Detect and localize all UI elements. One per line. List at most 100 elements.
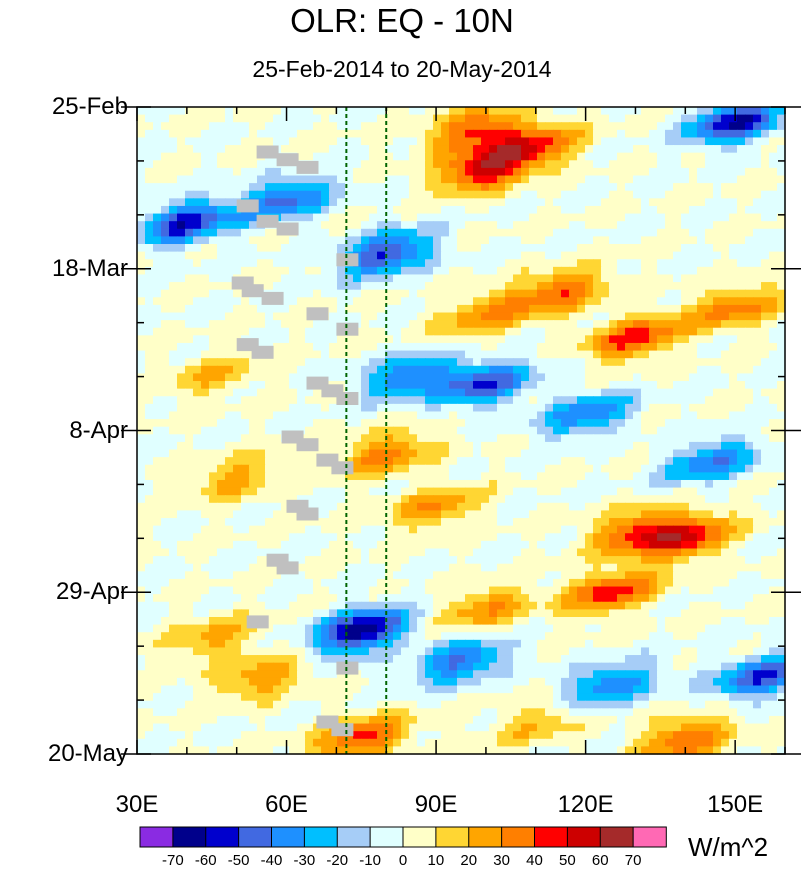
field-cell [201,304,210,314]
field-cell [305,548,314,557]
field-cell [497,289,506,298]
field-cell [369,160,378,169]
field-cell [321,114,330,123]
field-cell [225,381,234,390]
field-cell [449,495,458,504]
field-cell [201,495,210,504]
field-cell [345,335,354,344]
field-cell [233,175,242,184]
field-cell [409,365,418,375]
field-cell [521,145,530,154]
field-cell [393,426,402,435]
field-cell [313,548,322,557]
field-cell [737,175,746,184]
field-cell [473,396,482,405]
field-cell [657,540,666,550]
field-cell [753,190,762,199]
field-cell [241,373,250,382]
field-cell [449,205,458,215]
field-cell [521,495,530,504]
field-cell [361,312,370,321]
field-cell [377,571,386,580]
field-cell [369,540,378,550]
field-cell [529,441,538,451]
field-cell [265,137,274,146]
field-cell [561,335,570,344]
field-cell [737,449,746,458]
field-cell [337,449,346,458]
field-cell [601,129,610,139]
field-cell [249,312,258,321]
field-cell [425,479,434,489]
field-cell [281,327,290,336]
field-cell [377,251,386,260]
field-cell [473,388,482,397]
field-cell [697,137,706,146]
field-cell [777,373,786,382]
field-cell [729,388,738,397]
field-cell [705,312,714,321]
field-cell [553,426,562,435]
field-cell [305,464,314,473]
field-cell [577,556,586,565]
field-cell [689,426,698,435]
field-cell [369,152,378,161]
field-cell [625,160,634,169]
field-cell [769,274,778,283]
field-cell [673,396,682,405]
field-cell [585,312,594,321]
field-cell [577,381,586,390]
field-cell [497,266,506,276]
field-cell [185,160,194,169]
field-cell [393,525,402,534]
field-cell [313,396,322,405]
field-cell [409,251,418,260]
field-cell [545,365,554,375]
field-cell [169,556,178,565]
field-cell [729,167,738,177]
field-cell [193,137,202,146]
field-cell [393,312,402,321]
field-cell [529,365,538,375]
field-cell [657,236,666,245]
field-cell [497,388,506,397]
field-cell [489,129,498,139]
field-cell [145,556,154,565]
field-cell [553,320,562,329]
field-cell [721,510,730,519]
field-cell [657,403,666,413]
field-cell [273,244,282,253]
field-cell [393,464,402,473]
field-cell [161,297,170,306]
field-cell [201,548,210,557]
field-cell [657,152,666,161]
field-cell [505,114,514,123]
field-cell [753,114,762,123]
field-cell [537,365,546,375]
field-cell [137,152,146,161]
field-cell [449,373,458,382]
field-cell [393,373,402,382]
field-cell [617,472,626,481]
field-cell [769,244,778,253]
field-cell [777,297,786,306]
field-cell [313,282,322,291]
field-cell [257,510,266,519]
field-cell [297,518,306,527]
field-cell [553,274,562,283]
field-cell [161,381,170,390]
field-cell [769,107,778,116]
field-cell [201,114,210,123]
field-cell [145,145,154,154]
field-cell [329,403,338,413]
field-cell [729,426,738,435]
field-cell [681,434,690,443]
field-cell [633,533,642,542]
field-cell [473,198,482,207]
field-cell [257,335,266,344]
field-cell [169,236,178,245]
field-cell [529,525,538,534]
field-cell [769,510,778,519]
field-cell [553,221,562,230]
field-cell [721,525,730,534]
